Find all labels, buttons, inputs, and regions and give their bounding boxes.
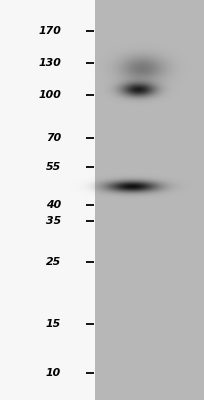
- Text: 40: 40: [46, 200, 61, 210]
- Text: 15: 15: [46, 319, 61, 329]
- Text: 130: 130: [38, 58, 61, 68]
- Text: 170: 170: [38, 26, 61, 36]
- Text: 25: 25: [46, 257, 61, 267]
- Text: 35: 35: [46, 216, 61, 226]
- Text: 100: 100: [38, 90, 61, 100]
- Text: 70: 70: [46, 133, 61, 143]
- Text: 10: 10: [46, 368, 61, 378]
- Text: 55: 55: [46, 162, 61, 172]
